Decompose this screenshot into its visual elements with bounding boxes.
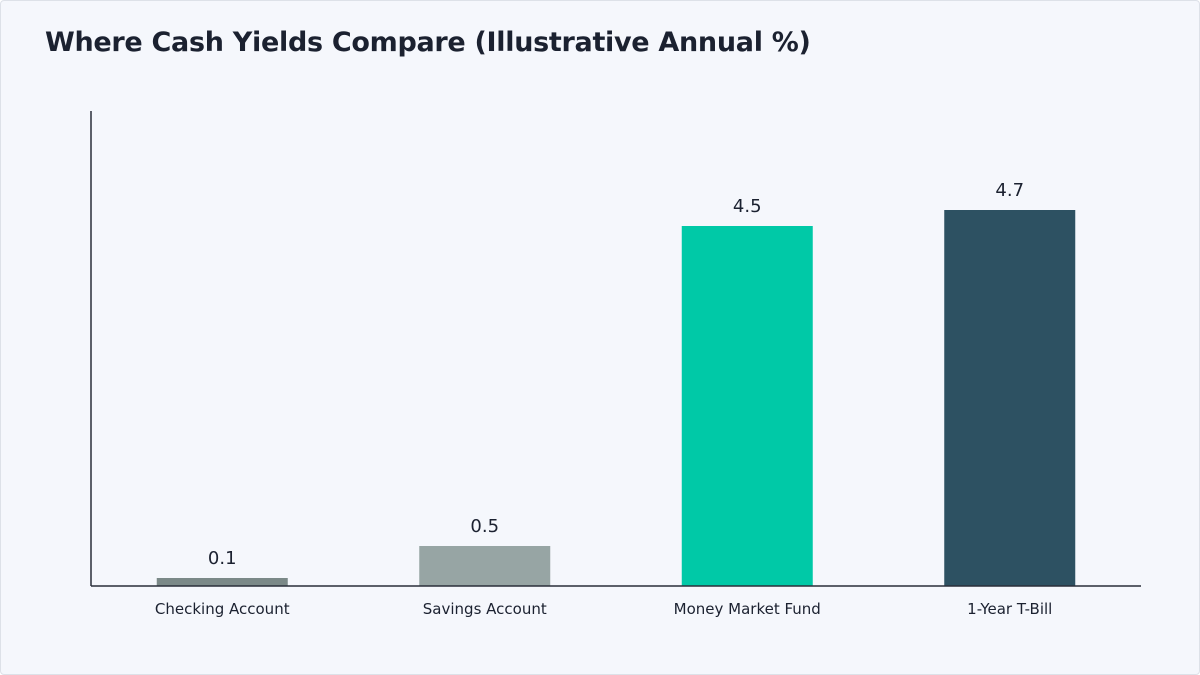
bar-2 <box>681 226 813 586</box>
value-label-2: 4.5 <box>733 196 762 217</box>
category-label-2: Money Market Fund <box>674 600 821 618</box>
category-labels-group: Checking Account Savings Account Money Mar… <box>155 600 1052 618</box>
value-label-3: 4.7 <box>995 180 1024 201</box>
bars-group <box>156 210 1076 586</box>
value-label-1: 0.5 <box>470 516 499 537</box>
chart-title: Where Cash Yields Compare (Illustrative … <box>45 27 811 58</box>
bar-3 <box>944 210 1076 586</box>
category-label-1: Savings Account <box>423 600 547 618</box>
category-label-0: Checking Account <box>155 600 290 618</box>
value-label-0: 0.1 <box>208 548 237 569</box>
value-labels-group: 0.1 0.5 4.5 4.7 <box>208 180 1024 569</box>
bar-0 <box>156 578 288 586</box>
category-label-3: 1-Year T-Bill <box>967 600 1052 618</box>
bar-1 <box>419 546 551 586</box>
